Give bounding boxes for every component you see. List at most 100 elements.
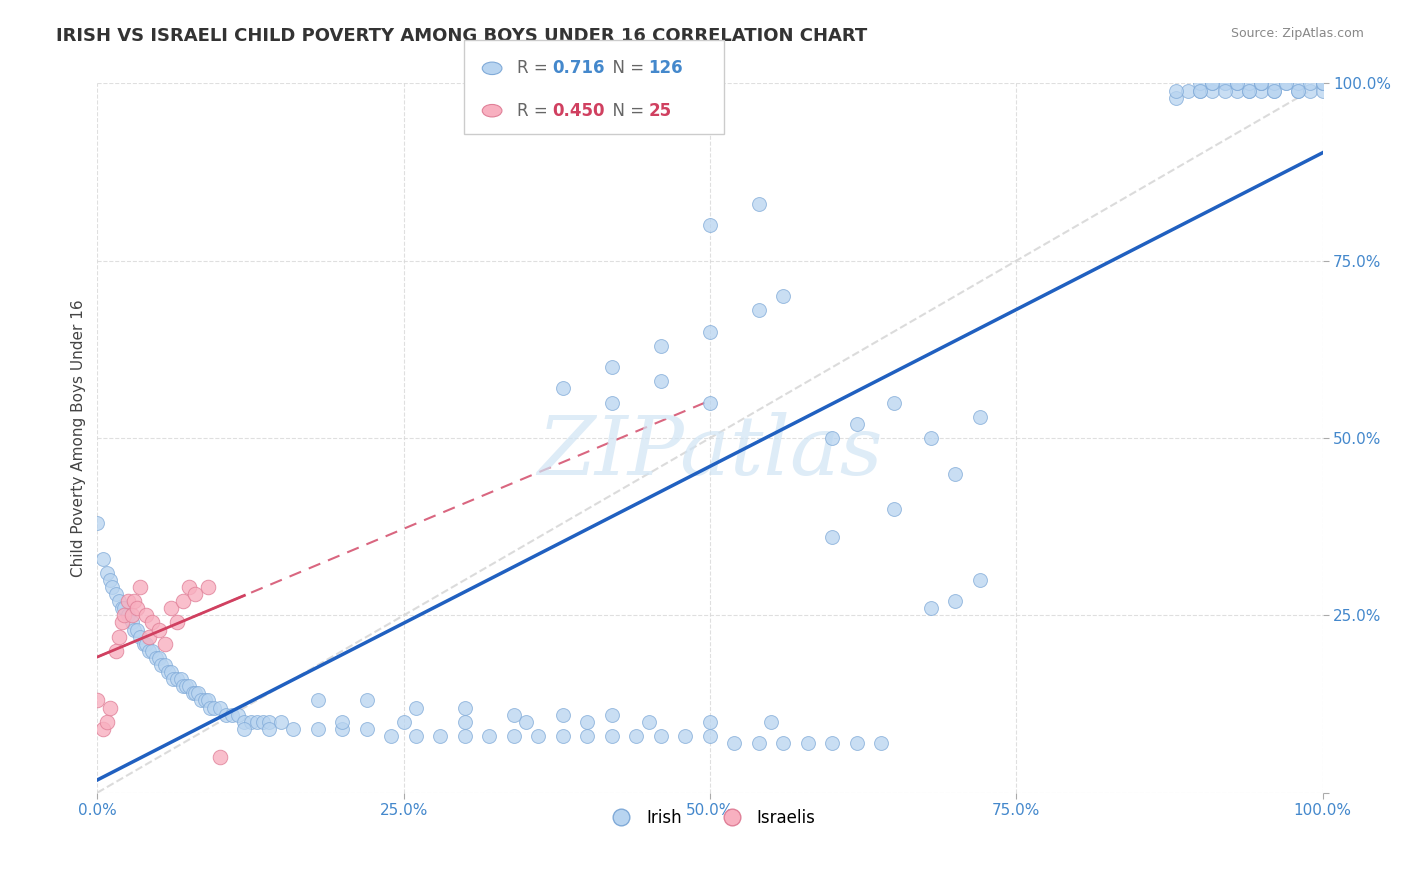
Point <box>626 729 648 743</box>
Point <box>121 615 143 630</box>
Point <box>148 651 170 665</box>
Point <box>98 700 121 714</box>
Point <box>283 722 305 736</box>
Point <box>699 395 721 409</box>
Point <box>208 750 231 764</box>
Point <box>1164 83 1187 97</box>
Point <box>1263 83 1285 97</box>
Point <box>1250 77 1272 91</box>
Point <box>121 608 143 623</box>
Point <box>160 601 183 615</box>
Point <box>478 729 501 743</box>
Point <box>104 587 127 601</box>
Point <box>108 594 131 608</box>
Point <box>1299 77 1322 91</box>
Point <box>870 736 893 750</box>
Point <box>184 587 207 601</box>
Point <box>1177 83 1199 97</box>
Point <box>111 615 134 630</box>
Point <box>257 714 280 729</box>
Point <box>454 729 477 743</box>
Point <box>252 714 274 729</box>
Point <box>969 409 991 424</box>
Point <box>1263 77 1285 91</box>
Point <box>172 679 194 693</box>
Point <box>772 736 794 750</box>
Text: ZIPatlas: ZIPatlas <box>537 412 883 492</box>
Point <box>138 630 160 644</box>
Point <box>846 736 869 750</box>
Point <box>1312 83 1334 97</box>
Point <box>454 700 477 714</box>
Point <box>1213 77 1236 91</box>
Point <box>1263 83 1285 97</box>
Point <box>307 722 329 736</box>
Text: Source: ZipAtlas.com: Source: ZipAtlas.com <box>1230 27 1364 40</box>
Point <box>153 658 176 673</box>
Point <box>600 395 623 409</box>
Point <box>772 289 794 303</box>
Point <box>1312 77 1334 91</box>
Point <box>96 566 118 580</box>
Point <box>1275 77 1298 91</box>
Point <box>132 637 155 651</box>
Point <box>135 608 157 623</box>
Point <box>551 707 574 722</box>
Point <box>405 700 427 714</box>
Point <box>179 679 201 693</box>
Point <box>122 623 145 637</box>
Point <box>145 651 167 665</box>
Point <box>226 707 249 722</box>
Point <box>1250 77 1272 91</box>
Point <box>748 303 770 318</box>
Point <box>1189 77 1212 91</box>
Point <box>86 693 108 707</box>
Point <box>125 623 148 637</box>
Point <box>233 722 256 736</box>
Point <box>184 686 207 700</box>
Point <box>527 729 550 743</box>
Point <box>650 729 672 743</box>
Text: IRISH VS ISRAELI CHILD POVERTY AMONG BOYS UNDER 16 CORRELATION CHART: IRISH VS ISRAELI CHILD POVERTY AMONG BOY… <box>56 27 868 45</box>
Y-axis label: Child Poverty Among Boys Under 16: Child Poverty Among Boys Under 16 <box>72 299 86 577</box>
Point <box>920 431 942 445</box>
Point <box>1237 83 1260 97</box>
Point <box>246 714 269 729</box>
Point <box>699 729 721 743</box>
Point <box>202 700 225 714</box>
Point <box>172 594 194 608</box>
Point <box>86 516 108 530</box>
Point <box>197 580 219 594</box>
Point <box>93 551 115 566</box>
Text: R =: R = <box>517 60 554 78</box>
Point <box>93 722 115 736</box>
Point <box>1250 77 1272 91</box>
Point <box>138 644 160 658</box>
Point <box>215 707 238 722</box>
Point <box>454 714 477 729</box>
Point <box>748 197 770 211</box>
Point <box>1237 77 1260 91</box>
Point <box>576 729 599 743</box>
Point <box>187 686 209 700</box>
Point <box>208 700 231 714</box>
Point <box>551 729 574 743</box>
Text: N =: N = <box>602 60 650 78</box>
Point <box>503 707 526 722</box>
Point <box>257 722 280 736</box>
Point <box>637 714 659 729</box>
Point <box>162 672 184 686</box>
Legend: Irish, Israelis: Irish, Israelis <box>598 803 823 834</box>
Point <box>160 665 183 679</box>
Point <box>821 530 844 544</box>
Point <box>429 729 451 743</box>
Point <box>380 729 402 743</box>
Point <box>198 700 221 714</box>
Point <box>650 374 672 388</box>
Point <box>1299 83 1322 97</box>
Point <box>1226 83 1249 97</box>
Point <box>332 714 354 729</box>
Point <box>1286 77 1309 91</box>
Point <box>699 714 721 729</box>
Point <box>135 637 157 651</box>
